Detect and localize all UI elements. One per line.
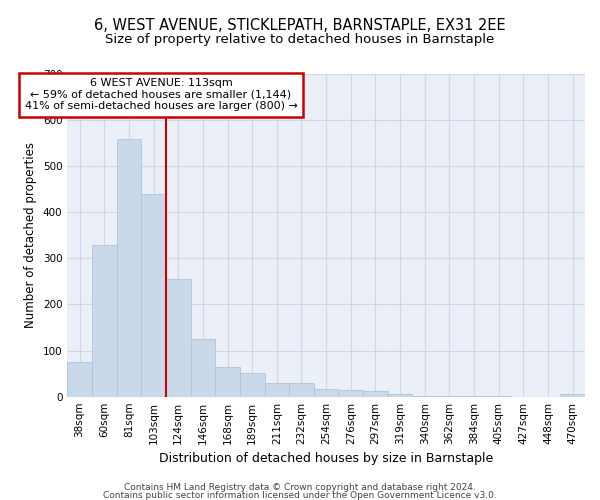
X-axis label: Distribution of detached houses by size in Barnstaple: Distribution of detached houses by size … [159, 452, 493, 465]
Text: 6, WEST AVENUE, STICKLEPATH, BARNSTAPLE, EX31 2EE: 6, WEST AVENUE, STICKLEPATH, BARNSTAPLE,… [94, 18, 506, 32]
Text: Contains public sector information licensed under the Open Government Licence v3: Contains public sector information licen… [103, 490, 497, 500]
Bar [338, 390, 363, 396]
Bar [265, 383, 289, 396]
Bar [314, 389, 338, 396]
Bar [67, 362, 92, 396]
Bar [388, 394, 412, 396]
Bar [141, 194, 166, 396]
Bar [289, 383, 314, 396]
Bar [191, 339, 215, 396]
Bar [215, 366, 240, 396]
Bar [166, 279, 191, 396]
Text: 6 WEST AVENUE: 113sqm
← 59% of detached houses are smaller (1,144)
41% of semi-d: 6 WEST AVENUE: 113sqm ← 59% of detached … [25, 78, 298, 112]
Bar [560, 394, 585, 396]
Bar [363, 391, 388, 396]
Bar [240, 372, 265, 396]
Bar [92, 244, 116, 396]
Y-axis label: Number of detached properties: Number of detached properties [24, 142, 37, 328]
Text: Contains HM Land Registry data © Crown copyright and database right 2024.: Contains HM Land Registry data © Crown c… [124, 483, 476, 492]
Bar [116, 138, 141, 396]
Text: Size of property relative to detached houses in Barnstaple: Size of property relative to detached ho… [106, 32, 494, 46]
